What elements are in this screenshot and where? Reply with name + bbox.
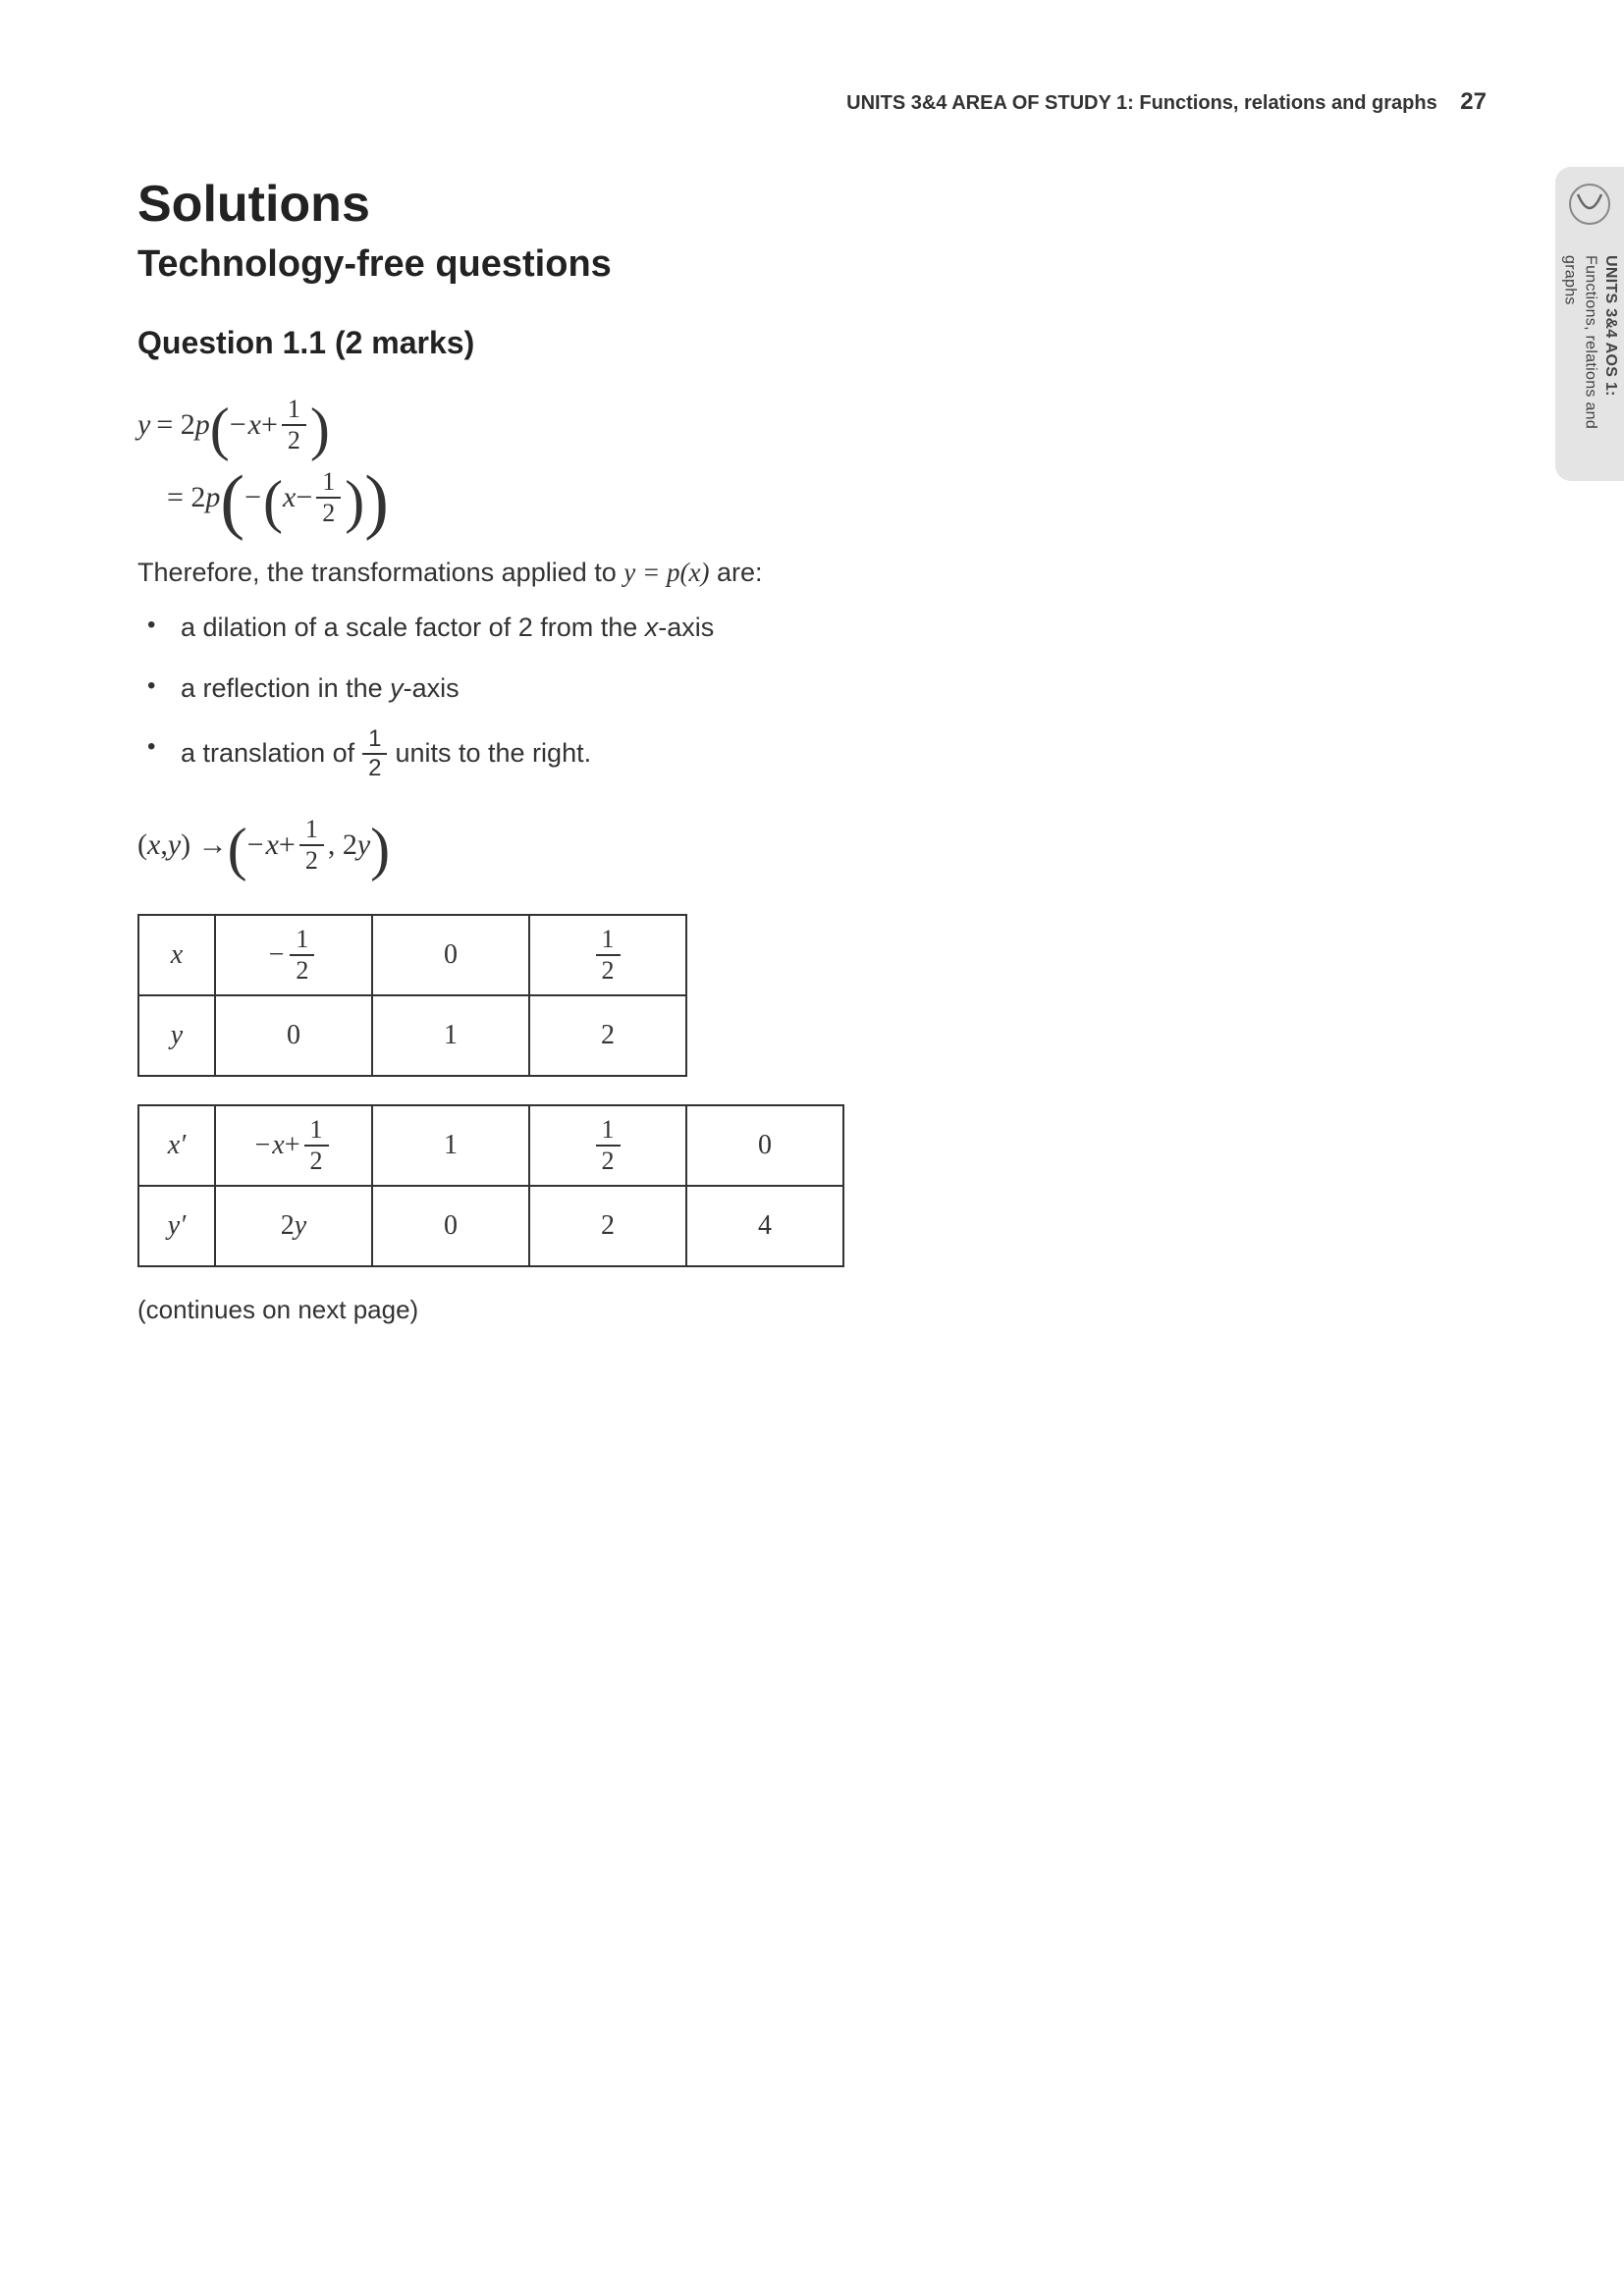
continues-note: (continues on next page) [137,1295,1506,1325]
row-head: y′ [138,1186,215,1266]
cell: 0 [372,915,529,995]
row-head: x′ [138,1105,215,1186]
cell: 12 [529,1105,686,1186]
side-tab-line2: Functions, relations and graphs [1562,255,1599,429]
cell: −x + 12 [215,1105,372,1186]
cell: 12 [529,915,686,995]
therefore-text: Therefore, the transformations applied t… [137,558,1506,588]
cell: 1 [372,1105,529,1186]
list-item: a dilation of a scale factor of 2 from t… [137,606,1506,651]
cell: 0 [215,995,372,1076]
table-original: x −12 0 12 y 0 1 2 [137,914,687,1077]
cell: 4 [686,1186,843,1266]
row-head: y [138,995,215,1076]
page-number: 27 [1460,88,1487,115]
table-row: y′ 2y 0 2 4 [138,1186,843,1266]
side-tab: UNITS 3&4 AOS 1: Functions, relations an… [1555,167,1624,481]
transformations-list: a dilation of a scale factor of 2 from t… [137,606,1506,780]
running-head: UNITS 3&4 AREA OF STUDY 1: Functions, re… [137,88,1506,116]
side-tab-line1: UNITS 3&4 AOS 1: [1602,255,1619,397]
table-row: y 0 1 2 [138,995,686,1076]
cell: −12 [215,915,372,995]
table-row: x −12 0 12 [138,915,686,995]
cell: 2 [529,995,686,1076]
row-head: x [138,915,215,995]
question-heading: Question 1.1 (2 marks) [137,325,1506,361]
table-transformed: x′ −x + 12 1 12 0 y′ 2y 0 2 4 [137,1104,844,1267]
cell: 0 [686,1105,843,1186]
equation-block: y = 2p ( −x + 12 ) = 2p ( − ( x − 12 ) ) [137,389,1506,534]
side-tab-label: UNITS 3&4 AOS 1: Functions, relations an… [1559,255,1620,469]
cell: 2y [215,1186,372,1266]
cell: 2 [529,1186,686,1266]
equation-line-1: y = 2p ( −x + 12 ) [137,389,1506,461]
list-item: a translation of 12 units to the right. [137,727,1506,780]
table-row: x′ −x + 12 1 12 0 [138,1105,843,1186]
list-item: a reflection in the y-axis [137,667,1506,712]
section-subtitle: Technology-free questions [137,243,1506,286]
cell: 1 [372,995,529,1076]
equation-line-2: = 2p ( − ( x − 12 ) ) [137,461,1506,534]
cell: 0 [372,1186,529,1266]
page-title: Solutions [137,175,1506,234]
running-head-text: UNITS 3&4 AREA OF STUDY 1: Functions, re… [846,92,1437,114]
mapping-line: (x, y) → ( −x + 12 , 2y ) [137,806,1506,884]
curve-icon [1568,183,1611,226]
